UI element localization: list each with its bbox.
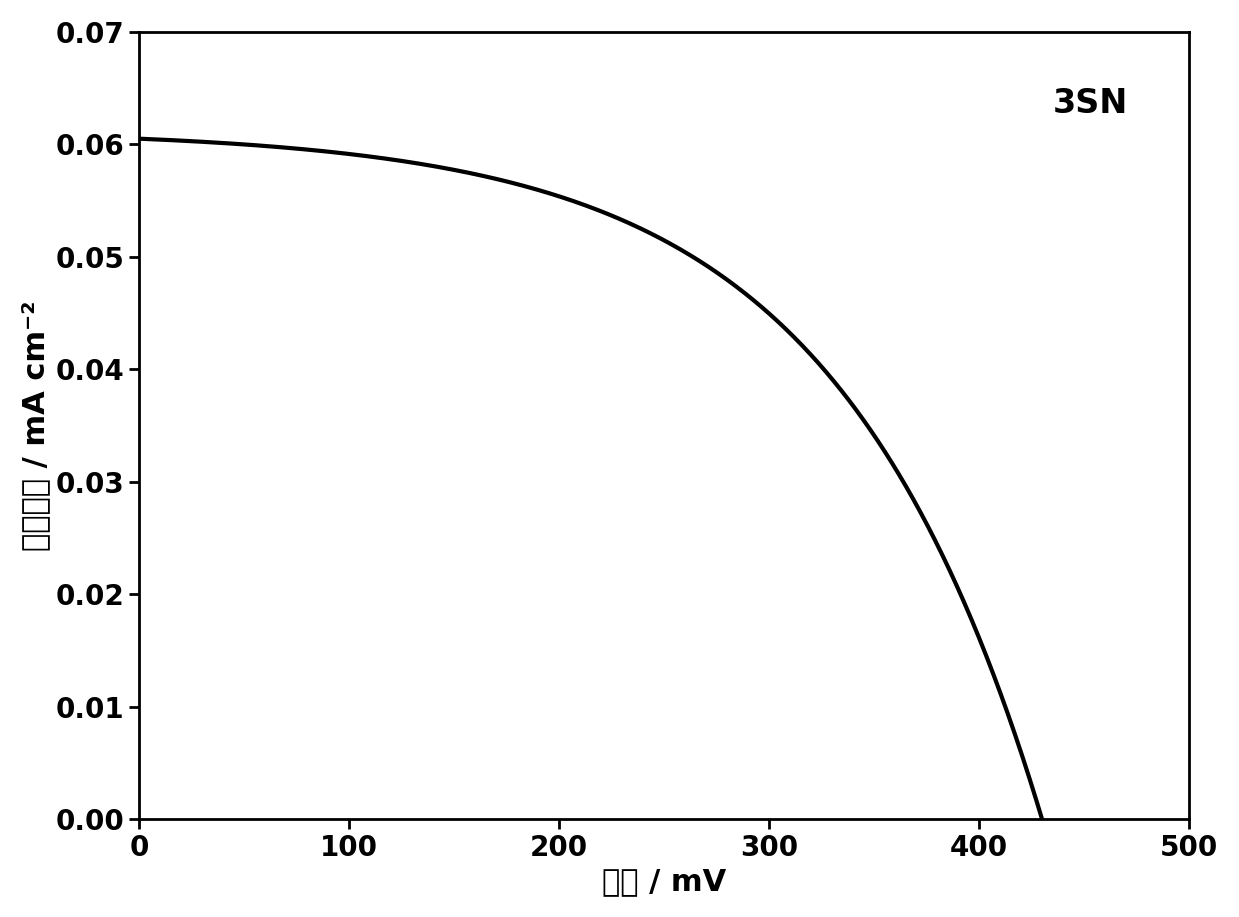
Text: 3SN: 3SN [1052,87,1127,120]
Y-axis label: 电流密度 / mA cm⁻²: 电流密度 / mA cm⁻² [21,300,50,551]
X-axis label: 电压 / mV: 电压 / mV [602,867,726,896]
